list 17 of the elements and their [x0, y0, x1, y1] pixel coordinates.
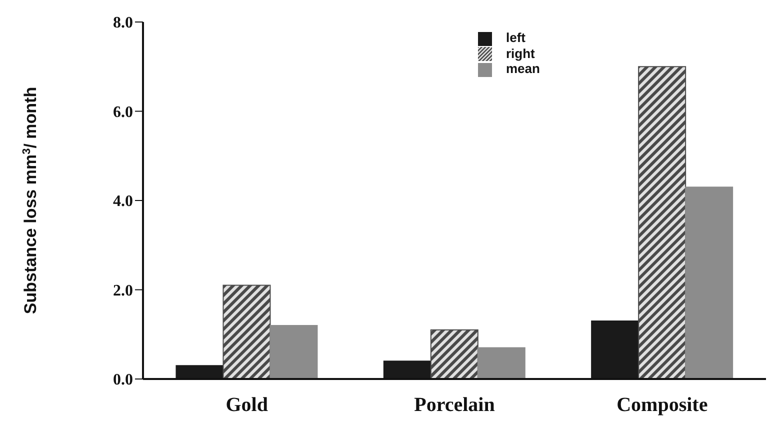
x-tick-label: Gold	[226, 394, 268, 416]
y-tick-label: 6.0	[113, 104, 133, 121]
legend-label: mean	[506, 61, 540, 76]
bar	[430, 329, 478, 379]
y-tick-label: 4.0	[113, 193, 133, 210]
bar	[685, 186, 734, 379]
legend-label: left	[506, 30, 526, 45]
legend-label: right	[506, 46, 535, 61]
y-tick-label: 0.0	[113, 372, 133, 389]
bar	[270, 324, 318, 379]
bar	[477, 347, 526, 379]
x-tick-label: Composite	[616, 394, 708, 416]
x-tick-label: Porcelain	[414, 394, 495, 416]
y-tick-label: 2.0	[113, 282, 133, 300]
y-tick-label: 8.0	[113, 14, 133, 32]
bar	[638, 66, 686, 379]
bar	[222, 284, 271, 379]
